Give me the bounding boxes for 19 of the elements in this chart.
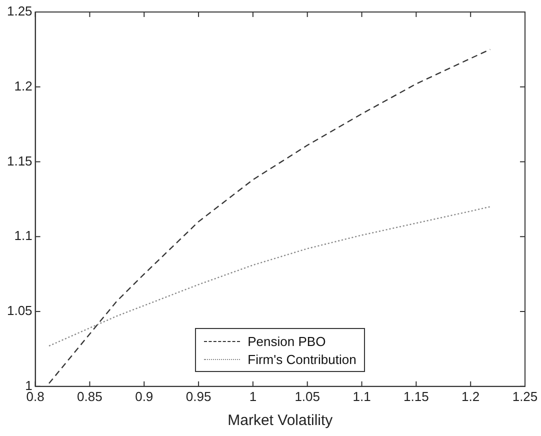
y-tick-label: 1.05 [6, 303, 32, 318]
x-tick-label: 0.85 [77, 388, 102, 404]
x-tick-label: 1.2 [462, 388, 480, 404]
x-tick-label: 0.9 [135, 388, 154, 404]
y-tick-label: 1.15 [6, 153, 32, 168]
y-tick-label: 1.25 [6, 4, 32, 19]
x-tick-label: 1.05 [294, 388, 320, 404]
line-series [48, 48, 491, 384]
x-tick-label: 0.95 [186, 388, 212, 404]
legend-label: Firm's Contribution [248, 352, 356, 367]
x-tick-label: 1.25 [512, 388, 538, 404]
x-tick-label: 1 [249, 388, 257, 404]
x-axis-title: Market Volatility [228, 412, 334, 430]
y-tick-label: 1.2 [14, 78, 32, 94]
x-tick-label: 1.15 [404, 388, 429, 404]
x-tick-label: 1.1 [352, 388, 371, 404]
y-tick-label: 1.1 [14, 228, 32, 244]
line-series [48, 206, 491, 347]
legend-label: Pension PBO [248, 334, 326, 349]
